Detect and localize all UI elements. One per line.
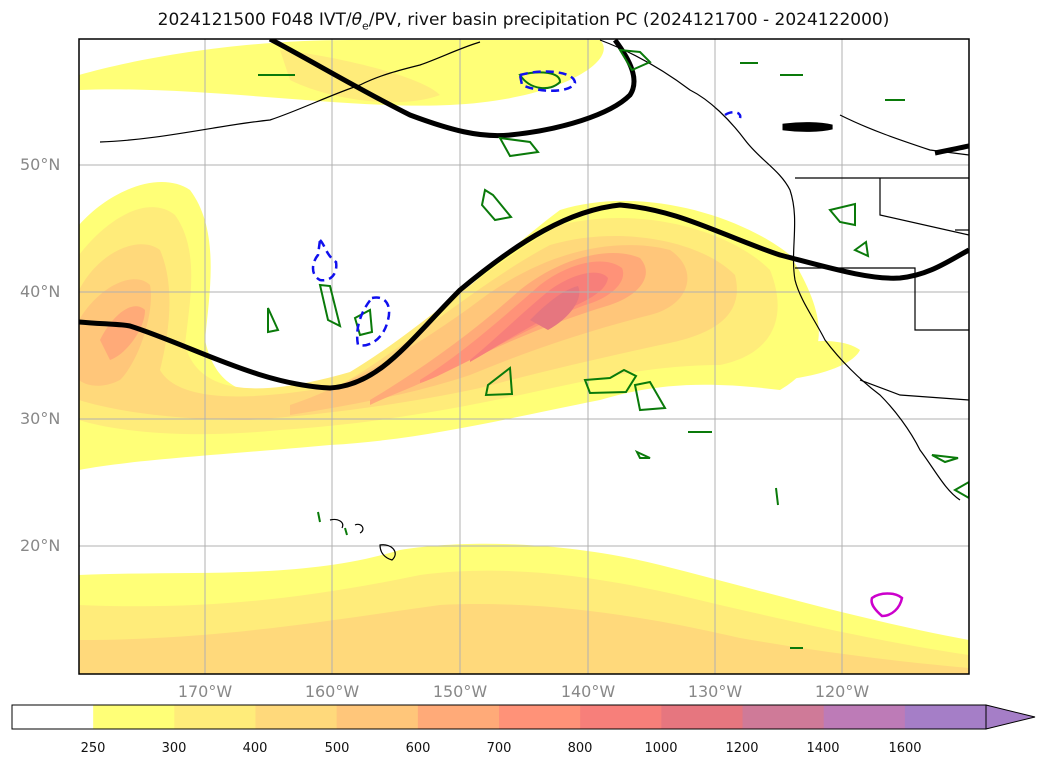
lat-label-30n: 30°N <box>20 409 61 428</box>
colorbar-label: 250 <box>80 741 106 756</box>
colorbar-label: 1200 <box>725 741 759 756</box>
colorbar <box>11 704 1036 730</box>
colorbar-cell <box>174 705 257 729</box>
lon-label-130w: 130°W <box>687 682 743 701</box>
title-prefix: 2024121500 F048 IVT/ <box>157 10 352 30</box>
colorbar-cell <box>12 705 94 729</box>
colorbar-frame <box>11 704 987 730</box>
colorbar-cell <box>823 705 906 729</box>
colorbar-label: 1600 <box>888 741 922 756</box>
map-frame <box>78 38 970 675</box>
colorbar-label: 800 <box>567 741 593 756</box>
colorbar-label: 600 <box>405 741 431 756</box>
colorbar-label: 500 <box>324 741 350 756</box>
colorbar-cell <box>93 705 175 729</box>
lon-label-120w: 120°W <box>814 682 870 701</box>
colorbar-cell <box>499 705 581 729</box>
ivt-shading-south <box>79 543 969 674</box>
colorbar-cell <box>336 705 419 729</box>
colorbar-label: 400 <box>242 741 268 756</box>
colorbar-cell <box>255 705 338 729</box>
lon-label-150w: 150°W <box>432 682 488 701</box>
title-suffix: /PV, river basin precipitation PC (20241… <box>368 10 890 30</box>
lat-label-20n: 20°N <box>20 536 61 555</box>
lat-label-40n: 40°N <box>20 282 61 301</box>
colorbar-cell <box>742 705 825 729</box>
colorbar-cell <box>580 705 662 729</box>
colorbar-cell <box>661 705 744 729</box>
ivt-shading-north <box>79 40 604 106</box>
precip-magenta-contour <box>870 592 904 618</box>
pv-dashed-contours <box>311 70 742 347</box>
theta-e-contours <box>79 39 969 391</box>
title-subscript: e <box>362 19 369 33</box>
colorbar-label: 1400 <box>806 741 840 756</box>
lon-label-160w: 160°W <box>304 682 360 701</box>
colorbar-extend-arrow <box>985 704 1036 730</box>
colorbar-label: 1000 <box>644 741 678 756</box>
map-panel <box>79 39 969 674</box>
colorbar-cell <box>417 705 500 729</box>
colorbar-cell <box>904 705 987 729</box>
graticule <box>79 39 969 674</box>
lon-label-170w: 170°W <box>177 682 233 701</box>
lat-label-50n: 50°N <box>20 155 61 174</box>
map-title: 2024121500 F048 IVT/θe/PV, river basin p… <box>0 10 1047 32</box>
lon-label-140w: 140°W <box>560 682 616 701</box>
title-theta: θ <box>351 10 362 30</box>
colorbar-label: 700 <box>486 741 512 756</box>
coastlines <box>99 39 969 561</box>
colorbar-label: 300 <box>161 741 187 756</box>
precip-green-contours <box>258 48 969 649</box>
